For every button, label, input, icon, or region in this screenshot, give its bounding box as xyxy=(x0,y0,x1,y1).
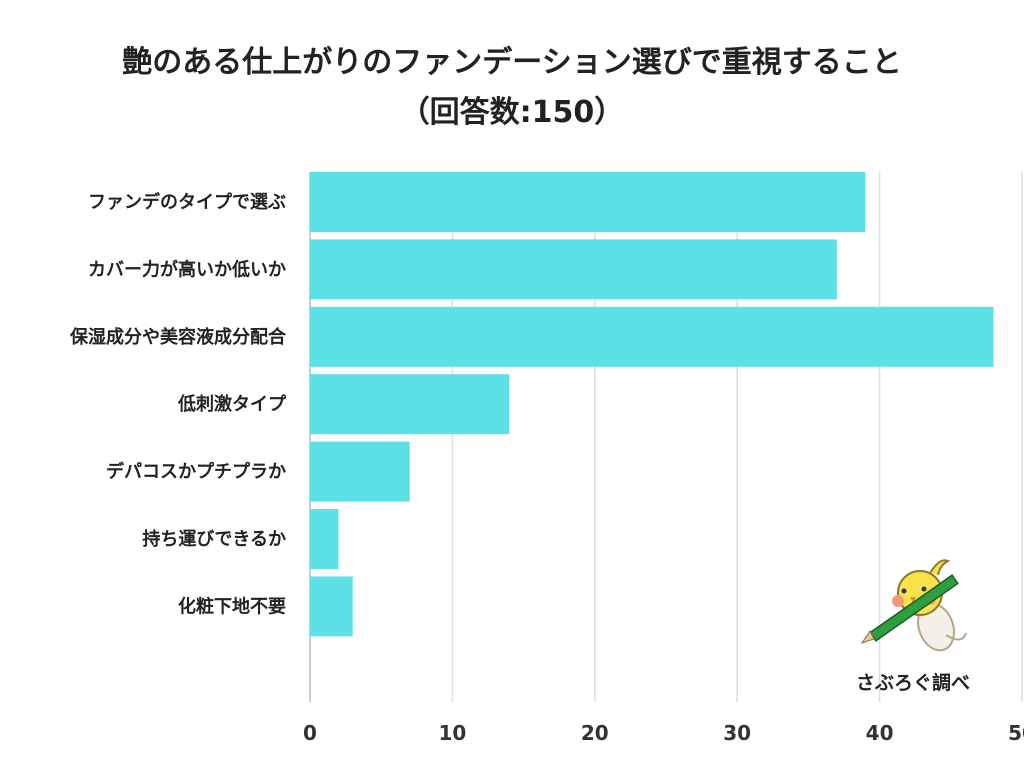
chart-title: 艶のある仕上がりのファンデーション選びで重視すること （回答数:150） xyxy=(0,38,1024,138)
bird-mascot-icon xyxy=(860,559,967,652)
category-label: 保湿成分や美容液成分配合 xyxy=(69,326,287,348)
category-labels: ファンデのタイプで選ぶカバー力が高いか低いか保湿成分や美容液成分配合低刺激タイプ… xyxy=(69,191,287,617)
x-tick-label: 30 xyxy=(723,721,751,745)
x-tick-label: 50 xyxy=(1008,721,1024,745)
category-label: ファンデのタイプで選ぶ xyxy=(88,191,286,213)
bar xyxy=(310,306,994,367)
x-tick-labels: 0 10 20 30 40 50 xyxy=(303,721,1024,745)
category-label: 持ち運びできるか xyxy=(142,528,286,550)
bar xyxy=(310,374,510,435)
bar xyxy=(310,509,339,569)
bar xyxy=(310,239,837,300)
bar xyxy=(310,172,866,232)
category-label: デパコスかプチプラか xyxy=(106,461,286,483)
x-tick-label: 10 xyxy=(438,721,466,745)
chart-title-line-2: （回答数:150） xyxy=(399,95,625,130)
x-tick-label: 0 xyxy=(303,721,317,745)
x-tick-label: 20 xyxy=(581,721,609,745)
source-credit: さぶろぐ調べ xyxy=(855,672,970,694)
category-label: カバー力が高いか低いか xyxy=(88,258,286,280)
category-label: 化粧下地不要 xyxy=(178,595,286,617)
bars xyxy=(310,172,994,637)
chart-title-line-1: 艶のある仕上がりのファンデーション選びで重視すること xyxy=(122,45,902,80)
category-label: 低刺激タイプ xyxy=(177,393,287,415)
bar xyxy=(310,441,410,502)
x-tick-label: 40 xyxy=(866,721,894,745)
bar xyxy=(310,576,353,637)
